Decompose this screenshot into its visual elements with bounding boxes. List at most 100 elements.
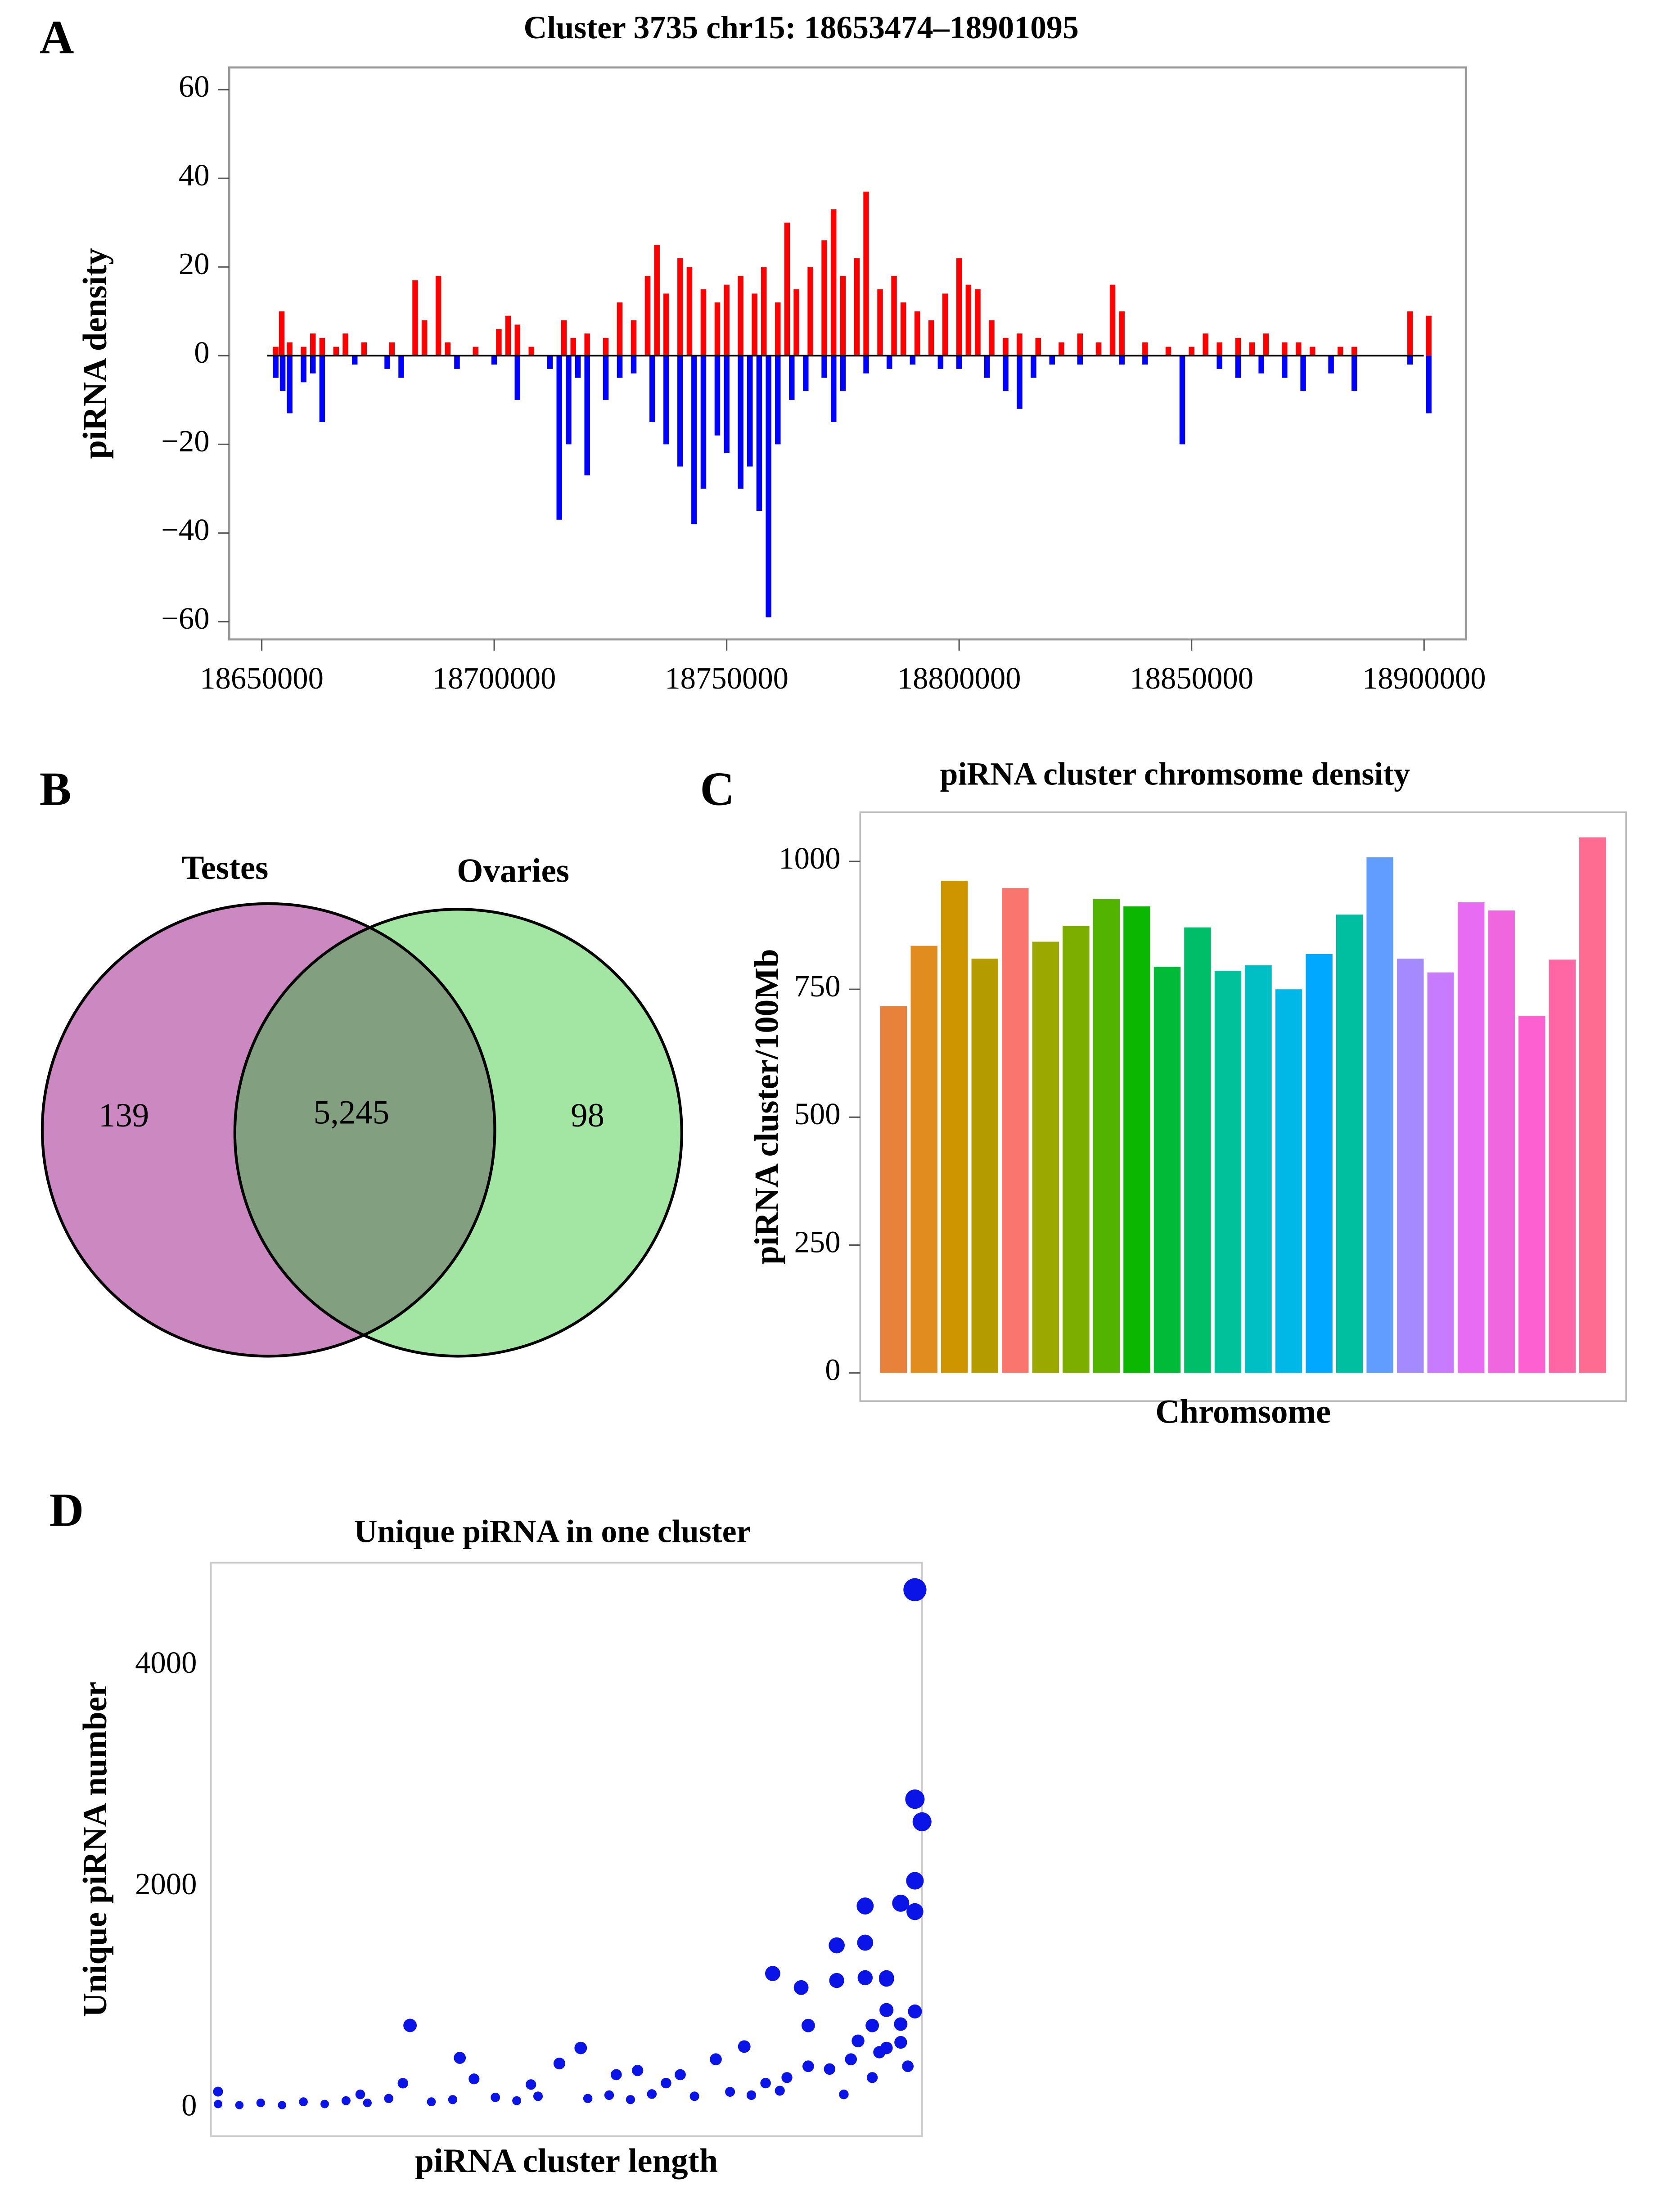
density-bar bbox=[830, 356, 837, 423]
y-tick-label: 60 bbox=[179, 69, 210, 104]
point bbox=[856, 1897, 874, 1915]
density-bar bbox=[575, 356, 581, 378]
density-bar bbox=[389, 342, 395, 356]
point bbox=[341, 2096, 351, 2105]
point bbox=[829, 1973, 844, 1988]
density-bar bbox=[1142, 356, 1148, 365]
point bbox=[235, 2101, 244, 2109]
density-bar bbox=[1310, 347, 1316, 356]
bar bbox=[1518, 1016, 1545, 1373]
density-bar bbox=[361, 342, 367, 356]
density-bar bbox=[547, 356, 553, 369]
density-bar bbox=[691, 356, 697, 524]
point bbox=[912, 1812, 932, 1831]
density-bar bbox=[663, 356, 669, 445]
density-bar bbox=[617, 356, 623, 378]
density-bar bbox=[821, 356, 827, 378]
point bbox=[427, 2097, 436, 2106]
point bbox=[675, 2069, 686, 2081]
density-bar bbox=[1249, 342, 1255, 356]
point bbox=[781, 2072, 793, 2083]
density-bar bbox=[1189, 347, 1194, 356]
y-tick-label: −20 bbox=[161, 424, 209, 458]
point bbox=[299, 2097, 308, 2106]
density-bar bbox=[584, 333, 590, 356]
point bbox=[894, 2036, 907, 2049]
density-bar bbox=[1049, 356, 1055, 365]
bar bbox=[1245, 965, 1272, 1373]
point bbox=[879, 1971, 894, 1987]
panel-letter: D bbox=[50, 1483, 84, 1536]
density-bar bbox=[677, 356, 683, 467]
density-bar bbox=[989, 320, 995, 356]
density-bar bbox=[700, 289, 707, 356]
density-bar bbox=[863, 356, 869, 374]
bar bbox=[1306, 954, 1333, 1373]
density-bar bbox=[273, 356, 279, 378]
density-bar bbox=[1179, 356, 1185, 445]
density-bar bbox=[603, 338, 609, 356]
density-bar bbox=[1119, 356, 1125, 365]
density-bar bbox=[649, 356, 655, 423]
density-bar bbox=[793, 289, 799, 356]
bar bbox=[1579, 837, 1606, 1373]
density-bar bbox=[910, 356, 916, 365]
density-bar bbox=[714, 302, 721, 356]
point bbox=[213, 2086, 223, 2097]
density-bar bbox=[1203, 333, 1208, 356]
point bbox=[403, 2018, 417, 2032]
region-count: 5,245 bbox=[314, 1094, 390, 1131]
panel-letter: B bbox=[40, 762, 72, 815]
density-bar bbox=[807, 267, 813, 356]
density-bar bbox=[854, 258, 860, 356]
density-bar bbox=[877, 289, 883, 356]
density-bar bbox=[1059, 342, 1064, 356]
y-tick-label: −60 bbox=[161, 601, 209, 635]
density-bar bbox=[752, 293, 757, 356]
point bbox=[384, 2094, 393, 2104]
density-bar bbox=[631, 356, 637, 374]
point bbox=[906, 1903, 924, 1920]
y-tick-label: 4000 bbox=[135, 1645, 197, 1680]
y-axis-label: Unique piRNA number bbox=[77, 1682, 114, 2017]
density-bar bbox=[514, 356, 521, 400]
density-bar bbox=[287, 342, 293, 356]
point bbox=[801, 2018, 815, 2032]
point bbox=[905, 1789, 925, 1809]
density-bar bbox=[496, 329, 502, 356]
point bbox=[397, 2078, 409, 2089]
bar bbox=[1366, 857, 1393, 1373]
density-bar bbox=[644, 275, 651, 356]
density-bar bbox=[747, 356, 753, 467]
density-bar bbox=[784, 222, 790, 356]
bar bbox=[1397, 958, 1424, 1373]
point bbox=[448, 2095, 458, 2104]
density-bar bbox=[700, 356, 707, 489]
density-bar bbox=[956, 258, 962, 356]
density-bar bbox=[789, 356, 795, 400]
bar bbox=[1032, 942, 1059, 1373]
density-bar bbox=[1077, 333, 1083, 356]
point bbox=[583, 2094, 593, 2104]
density-bar bbox=[756, 356, 762, 511]
density-bar bbox=[333, 347, 339, 356]
point bbox=[839, 2089, 849, 2099]
panel-letter: C bbox=[700, 762, 734, 815]
density-bar bbox=[914, 311, 920, 356]
region-count: 98 bbox=[571, 1097, 604, 1134]
density-bar bbox=[1426, 315, 1432, 356]
y-tick-label: 0 bbox=[194, 335, 209, 369]
density-bar bbox=[412, 280, 418, 356]
density-bar bbox=[1296, 342, 1302, 356]
panel-letter: A bbox=[40, 10, 74, 63]
density-bar bbox=[603, 356, 609, 400]
y-axis-label: piRNA cluster/100Mb bbox=[748, 949, 786, 1264]
density-bar bbox=[1407, 356, 1413, 365]
point bbox=[738, 2040, 751, 2053]
density-bar bbox=[584, 356, 590, 476]
point bbox=[604, 2090, 614, 2100]
density-bar bbox=[1031, 356, 1036, 378]
bar bbox=[880, 1006, 907, 1373]
y-axis-label: piRNA density bbox=[77, 248, 114, 459]
